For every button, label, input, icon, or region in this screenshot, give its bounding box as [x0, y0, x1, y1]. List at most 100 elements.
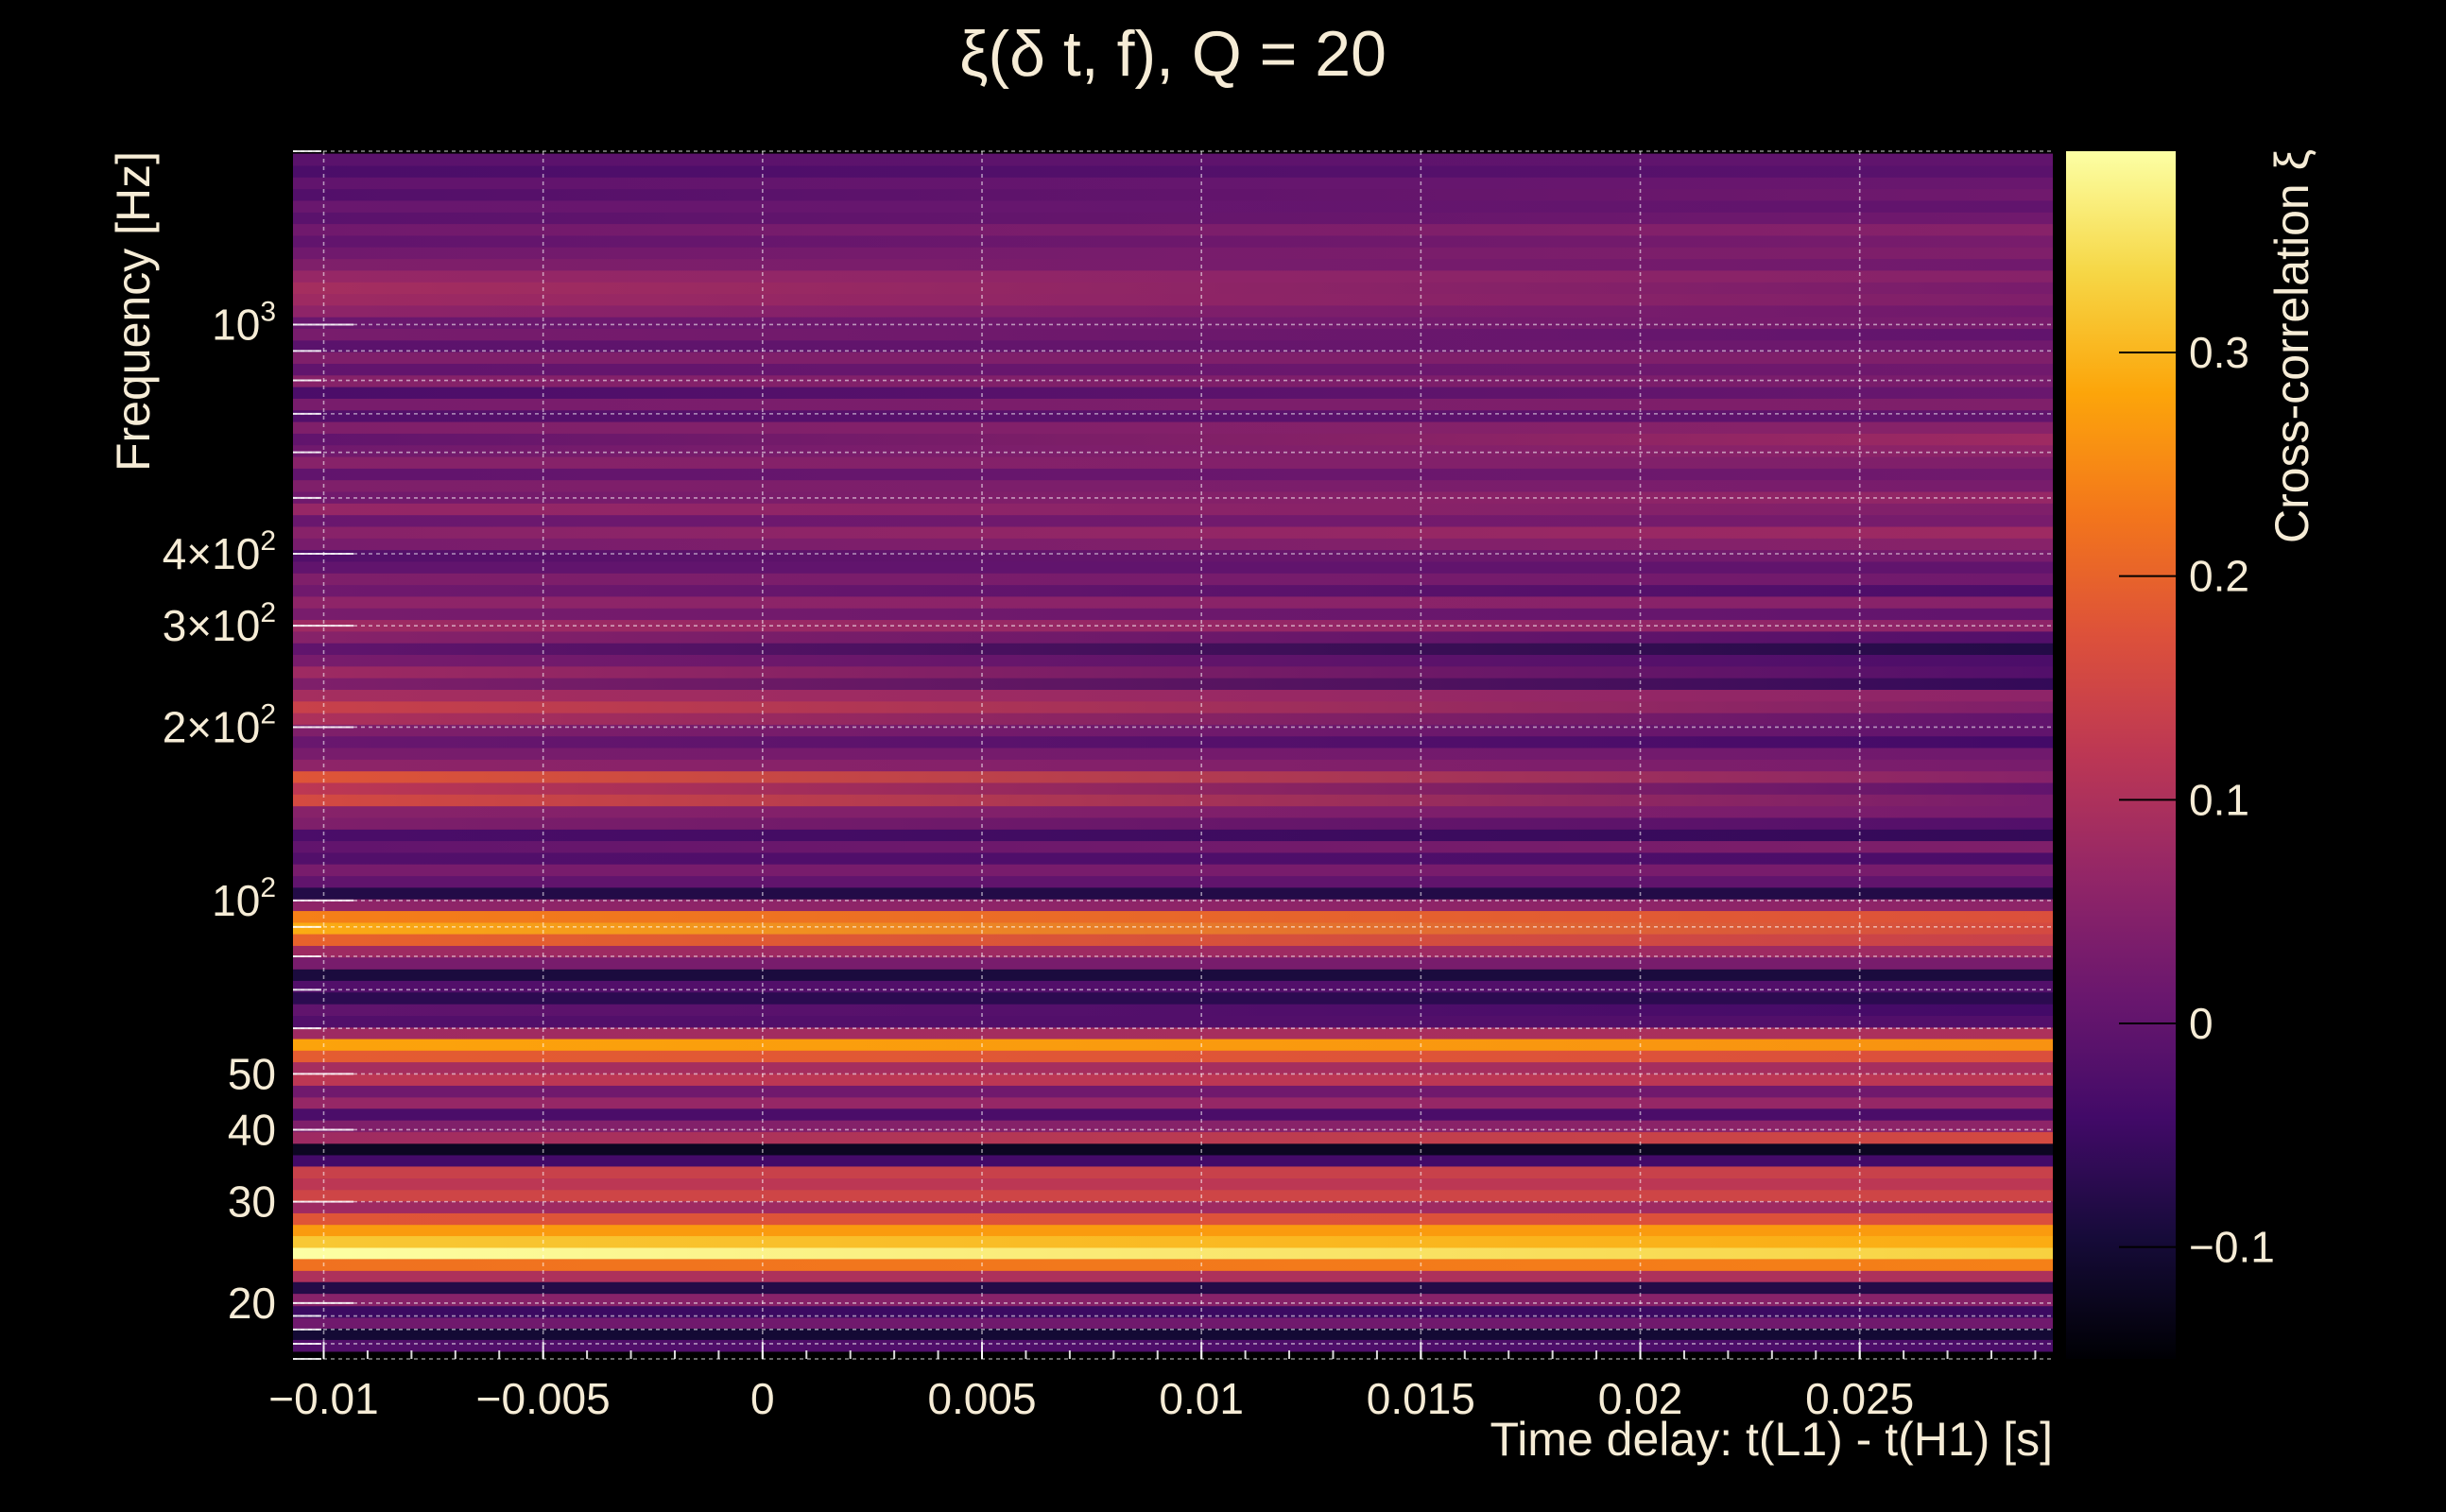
grid-lines — [293, 151, 2053, 1359]
heatmap-band — [293, 503, 2053, 516]
heatmap-band — [293, 875, 2053, 888]
heatmap-band — [293, 969, 2053, 981]
heatmap-band — [293, 317, 2053, 330]
heatmap-band — [293, 549, 2053, 562]
heatmap-band — [293, 991, 2053, 1005]
heatmap-band — [293, 339, 2053, 352]
heatmap-band — [293, 747, 2053, 760]
heatmap-band — [293, 177, 2053, 190]
colorbar-tick-label: 0.1 — [2189, 775, 2249, 824]
heatmap-band — [293, 735, 2053, 748]
heatmap-band — [293, 945, 2053, 958]
heatmap-band — [293, 829, 2053, 842]
heatmap-band — [293, 805, 2053, 818]
x-tick-label: 0.01 — [1159, 1374, 1244, 1423]
heatmap-band — [293, 560, 2053, 574]
heatmap-band — [293, 433, 2053, 446]
heatmap-band — [293, 759, 2053, 772]
heatmap-band — [293, 933, 2053, 946]
heatmap-band — [293, 247, 2053, 260]
heatmap-band — [293, 199, 2053, 213]
heatmap-band — [293, 1246, 2053, 1260]
heatmap-band — [293, 724, 2053, 737]
y-tick-label: 2×102 — [163, 698, 276, 751]
heatmap-band — [293, 1165, 2053, 1178]
heatmap-band — [293, 328, 2053, 341]
heatmap-band — [293, 1096, 2053, 1109]
heatmap-band — [293, 678, 2053, 690]
y-axis-label: Frequency [Hz] — [107, 151, 160, 472]
heatmap-band — [293, 921, 2053, 935]
x-tick-label: 0 — [750, 1374, 775, 1423]
heatmap-band — [293, 1200, 2053, 1213]
heatmap — [293, 153, 2053, 1352]
heatmap-band — [293, 689, 2053, 702]
heatmap-band — [293, 980, 2053, 993]
heatmap-band — [293, 352, 2053, 364]
heatmap-band — [293, 956, 2053, 970]
heatmap-band — [293, 387, 2053, 399]
colorbar-label: Cross-correlation ξ — [2265, 149, 2318, 543]
colorbar-tick-label: −0.1 — [2189, 1223, 2275, 1272]
heatmap-band — [293, 816, 2053, 830]
heatmap-band — [293, 398, 2053, 411]
y-tick-label: 4×102 — [163, 525, 276, 578]
x-tick-label: −0.01 — [268, 1374, 378, 1423]
colorbar-tick-label: 0.3 — [2189, 328, 2249, 377]
colorbar — [2066, 151, 2176, 1359]
heatmap-band — [293, 886, 2053, 900]
heatmap-band — [293, 153, 2053, 166]
heatmap-band — [293, 1281, 2053, 1295]
heatmap-band — [293, 851, 2053, 865]
heatmap-band — [293, 188, 2053, 201]
minor-ticks — [293, 150, 2053, 1360]
heatmap-band — [293, 479, 2053, 492]
heatmap-band — [293, 713, 2053, 725]
heatmap-band — [293, 409, 2053, 422]
heatmap-band — [293, 1061, 2053, 1074]
heatmap-band — [293, 1189, 2053, 1202]
y-tick-label: 102 — [212, 872, 276, 925]
heatmap-band — [293, 525, 2053, 539]
x-tick-label: 0.005 — [927, 1374, 1036, 1423]
heatmap-band — [293, 1224, 2053, 1237]
heatmap-band — [293, 1339, 2053, 1352]
heatmap-band — [293, 212, 2053, 225]
heatmap-band — [293, 1038, 2053, 1051]
heatmap-band — [293, 258, 2053, 271]
heatmap-band — [293, 608, 2053, 621]
heatmap-band — [293, 630, 2053, 644]
heatmap-band — [293, 1328, 2053, 1340]
x-axis-label: Time delay: t(L1) - t(H1) [s] — [1490, 1413, 2053, 1466]
y-tick-label: 20 — [228, 1279, 276, 1328]
heatmap-band — [293, 164, 2053, 178]
heatmap-band — [293, 293, 2053, 306]
y-tick-label: 103 — [212, 296, 276, 349]
heatmap-band — [293, 700, 2053, 713]
heatmap-band — [293, 595, 2053, 609]
heatmap-band — [293, 1293, 2053, 1307]
heatmap-band — [293, 1235, 2053, 1248]
x-tick-label: 0.015 — [1367, 1374, 1475, 1423]
heatmap-band — [293, 1177, 2053, 1191]
heatmap-band — [293, 654, 2053, 667]
x-tick-label: 0.02 — [1598, 1374, 1683, 1423]
heatmap-band — [293, 1143, 2053, 1156]
heatmap-band — [293, 538, 2053, 551]
heatmap-band — [293, 363, 2053, 376]
heatmap-band — [293, 514, 2053, 527]
heatmap-band — [293, 782, 2053, 795]
heatmap-band — [293, 584, 2053, 597]
heatmap-band — [293, 899, 2053, 912]
heatmap-band — [293, 1305, 2053, 1318]
heatmap-band — [293, 468, 2053, 481]
heatmap-band — [293, 794, 2053, 807]
heatmap-band — [293, 1073, 2053, 1086]
heatmap-band — [293, 444, 2053, 457]
heatmap-band — [293, 455, 2053, 469]
y-axis-ticks: 20 30 40 50 102 2×102 3×102 4×102 103 — [163, 296, 353, 1328]
heatmap-band — [293, 304, 2053, 318]
heatmap-band — [293, 1212, 2053, 1226]
heatmap-band — [293, 1050, 2053, 1063]
